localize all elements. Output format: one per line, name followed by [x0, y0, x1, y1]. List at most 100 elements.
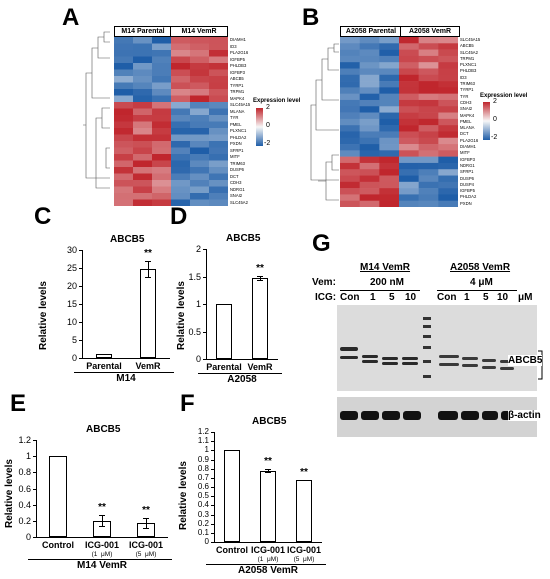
gene-label: SNAI2	[460, 106, 473, 112]
chart-c-ytick-mark	[79, 304, 82, 305]
chart-f-ytick-label: 0.3	[197, 509, 209, 519]
chart-c-significance: **	[144, 247, 152, 259]
chart-f-ytick-label: 0.9	[197, 454, 209, 464]
chart-f-ytick-label: 0.4	[197, 500, 209, 510]
chart-e-ytick-mark	[33, 472, 36, 474]
chart-f-errorcap	[265, 468, 271, 470]
chart-e-ytick-mark	[33, 456, 36, 458]
chart-d-xcat: VemR	[247, 362, 273, 372]
chart-f-errorbar	[268, 468, 269, 473]
gene-label: PXDN	[460, 200, 472, 206]
chart-d-ylabel: Relative levels	[176, 281, 187, 350]
chart-c-ytick-label: 25	[66, 263, 77, 273]
chart-f-ytick-label: 0.7	[197, 472, 209, 482]
chart-d-xcat: Parental	[206, 362, 242, 372]
chart-d-y-axis	[206, 249, 207, 359]
wb-vem-line-a2058	[437, 290, 517, 291]
gene-label: ID3	[460, 74, 467, 80]
wb-icg-m14-con: Con	[340, 292, 360, 303]
chart-e-errorbar	[146, 518, 147, 529]
chart-e-ytick-mark	[33, 520, 36, 522]
gene-label: TRIM63	[230, 160, 245, 166]
chart-f-ytick-mark	[211, 496, 214, 498]
chart-d-ytick-label: 2	[195, 244, 201, 254]
chart-e-xcat: Control	[42, 540, 74, 550]
chart-c-ytick-label: 30	[66, 245, 77, 255]
gene-label: SLC45A15	[460, 37, 481, 42]
chart-f-ytick-mark	[211, 441, 214, 443]
gene-label: MAPK4	[230, 95, 245, 101]
chart-c-errorcap	[145, 260, 151, 262]
gene-label: SLC45A15	[230, 102, 251, 107]
gene-label: TYR	[230, 115, 239, 120]
chart-e-ytick-mark	[33, 440, 36, 441]
heatmap-b-legend-tick-high: 2	[493, 98, 497, 105]
chart-e-ytick-label: 0.6	[18, 483, 31, 494]
heatmap-cells	[114, 37, 229, 207]
gene-label: PHLDB3	[230, 63, 247, 68]
heatmap-b-legend-tick-low: -2	[491, 134, 498, 141]
chart-c-errorbar	[148, 260, 149, 277]
xcat-line: ICG-001	[250, 545, 285, 555]
chart-d-ytick-mark	[203, 359, 206, 360]
wb-vem-m14: 200 nM	[370, 277, 404, 288]
wb-icg-m14-10: 10	[405, 292, 417, 303]
chart-e-errorcap	[99, 515, 105, 517]
chart-f-ylabel: Relative levels	[178, 461, 189, 530]
chart-c-ytick-mark	[79, 286, 82, 287]
gene-label: MAPK4	[460, 112, 475, 118]
chart-f-ytick-mark	[211, 514, 214, 516]
chart-d-xgroup: A2058	[227, 374, 257, 385]
chart-c-ytick-mark	[79, 358, 82, 359]
gene-label: PHLDB3	[460, 68, 477, 74]
heatmap-b-legend-tick-mid: 0	[493, 116, 497, 123]
wb-icg-label: ICG:	[315, 292, 337, 303]
panel-label-e: E	[10, 390, 27, 417]
wb-icg-a2058-5: 5	[483, 292, 489, 303]
chart-d-ytick-mark	[203, 304, 206, 305]
chart-d-ytick-label: 1	[195, 299, 201, 309]
panel-label-f: F	[180, 390, 195, 417]
gene-label: ABCB5	[230, 76, 244, 81]
chart-f-xcat: ICG-001 (5 μM)	[278, 545, 330, 565]
chart-e-errorbar	[102, 515, 103, 527]
chart-c-ytick-label: 15	[66, 299, 77, 309]
chart-e-group-line	[28, 559, 172, 560]
chart-c-errorcap	[145, 276, 151, 278]
gene-label: SFRP1	[460, 169, 474, 175]
gene-label: TRIM63	[460, 81, 475, 87]
chart-d-errorcap	[257, 280, 263, 282]
panel-label-b: B	[302, 4, 320, 31]
heatmap-a-legend-tick-low: -2	[264, 140, 271, 147]
gene-label: PMEL	[460, 118, 472, 124]
wb-vem-a2058: 4 μM	[470, 277, 493, 288]
panel-label-d: D	[170, 203, 188, 230]
xcat-line: ICG-001	[128, 540, 163, 550]
chart-f-ytick-label: 1.1	[197, 436, 209, 446]
dendrogram-a	[83, 31, 110, 189]
chart-e-xgroup: M14 VemR	[76, 560, 128, 571]
panel-label-c: C	[34, 203, 52, 230]
chart-f-ytick-mark	[211, 459, 214, 461]
gene-label: PXDN	[230, 141, 242, 146]
gene-label: PLA2G16	[460, 137, 479, 143]
chart-e-ytick-mark	[33, 537, 36, 538]
heatmap-b-group-2: A2058 VemR	[400, 26, 460, 37]
chart-f-ytick-label: 0.8	[197, 463, 209, 473]
chart-e-ytick-label: 0.2	[18, 515, 31, 526]
heatmap-b-legend-title: Expression level	[480, 93, 528, 99]
gene-label: DIAMH1	[230, 37, 246, 42]
heatmap-a-group-1: M14 Parental	[114, 26, 171, 37]
chart-f-ytick-label: 0	[204, 537, 209, 546]
chart-c-ytick-mark	[79, 250, 82, 251]
gene-label: TRPM1	[230, 89, 245, 94]
chart-c-ytick-label: 20	[66, 281, 77, 291]
panel-label-a: A	[62, 4, 80, 31]
chart-c-ytick-label: 5	[71, 335, 77, 345]
chart-e-errorcap	[143, 528, 149, 530]
heatmap-b-group-1: A2058 Parental	[340, 26, 401, 37]
chart-e-errorcap	[99, 526, 105, 528]
wb-icg-m14-5: 5	[389, 292, 395, 303]
chart-d-significance: **	[256, 262, 264, 274]
gene-label: IGFBP5	[230, 56, 245, 62]
